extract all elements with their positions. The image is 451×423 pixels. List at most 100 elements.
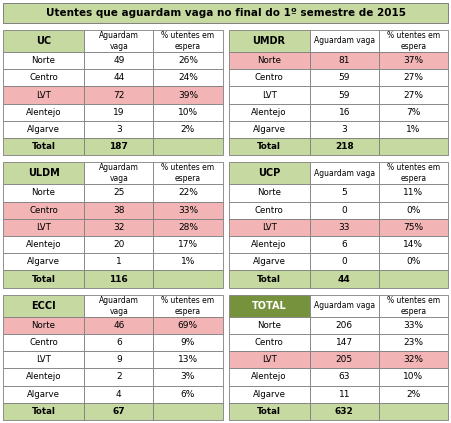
Bar <box>3 334 84 351</box>
Text: 6: 6 <box>116 338 122 347</box>
Text: % utentes em
espera: % utentes em espera <box>161 31 215 51</box>
Text: 17%: 17% <box>178 240 198 249</box>
Text: 2%: 2% <box>406 390 420 398</box>
Bar <box>310 334 379 351</box>
Text: 59: 59 <box>339 73 350 82</box>
Text: 22%: 22% <box>178 188 198 198</box>
Bar <box>379 138 448 155</box>
Text: 1: 1 <box>116 257 122 266</box>
Text: LVT: LVT <box>262 355 276 364</box>
Bar <box>310 270 379 288</box>
Bar <box>310 121 379 138</box>
Text: TOTAL: TOTAL <box>252 301 286 310</box>
Bar <box>379 385 448 403</box>
Bar <box>379 104 448 121</box>
Text: 39%: 39% <box>178 91 198 99</box>
Bar <box>379 52 448 69</box>
Bar <box>3 69 84 86</box>
Bar <box>84 253 153 270</box>
Bar <box>84 368 153 385</box>
Text: 2: 2 <box>116 372 122 382</box>
Bar <box>229 86 310 104</box>
Text: Norte: Norte <box>32 56 55 65</box>
Bar <box>229 368 310 385</box>
Bar <box>153 270 222 288</box>
Text: LVT: LVT <box>262 91 276 99</box>
Text: Algarve: Algarve <box>27 390 60 398</box>
Bar <box>3 270 84 288</box>
Bar <box>3 121 84 138</box>
Text: 206: 206 <box>336 321 353 330</box>
Text: 44: 44 <box>113 73 124 82</box>
Bar <box>3 219 84 236</box>
Text: Total: Total <box>32 275 55 283</box>
Text: Norte: Norte <box>257 321 281 330</box>
Text: Alentejo: Alentejo <box>26 372 61 382</box>
Text: 33%: 33% <box>403 321 423 330</box>
Bar <box>153 201 222 219</box>
Text: 1%: 1% <box>181 257 195 266</box>
Bar <box>3 236 84 253</box>
Bar <box>310 219 379 236</box>
Text: Total: Total <box>257 275 281 283</box>
Text: 69%: 69% <box>178 321 198 330</box>
Text: 33%: 33% <box>178 206 198 214</box>
Text: 9%: 9% <box>181 338 195 347</box>
Text: Algarve: Algarve <box>27 125 60 134</box>
Bar <box>310 295 379 316</box>
Text: 0: 0 <box>341 206 347 214</box>
Bar <box>84 270 153 288</box>
Bar <box>310 104 379 121</box>
Bar <box>3 162 84 184</box>
Text: 26%: 26% <box>178 56 198 65</box>
Text: LVT: LVT <box>262 223 276 232</box>
Text: 2%: 2% <box>181 125 195 134</box>
Text: 32%: 32% <box>404 355 423 364</box>
Text: 0%: 0% <box>406 257 421 266</box>
Text: Alentejo: Alentejo <box>26 240 61 249</box>
Bar <box>379 253 448 270</box>
Bar <box>229 351 310 368</box>
Text: 75%: 75% <box>403 223 423 232</box>
Text: Centro: Centro <box>255 338 284 347</box>
Bar <box>229 121 310 138</box>
Text: 32: 32 <box>113 223 124 232</box>
Bar <box>379 121 448 138</box>
Text: 3: 3 <box>341 125 347 134</box>
Bar <box>153 253 222 270</box>
Bar <box>153 334 222 351</box>
Text: 16: 16 <box>339 108 350 117</box>
Text: 72: 72 <box>113 91 124 99</box>
Bar <box>84 30 153 52</box>
Text: Utentes que aguardam vaga no final do 1º semestre de 2015: Utentes que aguardam vaga no final do 1º… <box>46 8 405 18</box>
Bar <box>379 316 448 334</box>
Text: LVT: LVT <box>36 91 51 99</box>
Text: 0%: 0% <box>406 206 421 214</box>
Text: 11%: 11% <box>403 188 423 198</box>
Text: 37%: 37% <box>403 56 423 65</box>
Text: Alentejo: Alentejo <box>26 108 61 117</box>
Text: 46: 46 <box>113 321 124 330</box>
Bar <box>310 86 379 104</box>
Text: 6: 6 <box>341 240 347 249</box>
Text: Norte: Norte <box>32 188 55 198</box>
Bar <box>3 403 84 420</box>
Bar <box>379 295 448 316</box>
Text: 1%: 1% <box>406 125 421 134</box>
Bar <box>153 69 222 86</box>
Bar <box>379 201 448 219</box>
Text: 20: 20 <box>113 240 124 249</box>
Bar <box>153 236 222 253</box>
Text: Norte: Norte <box>32 321 55 330</box>
Bar <box>310 368 379 385</box>
Bar <box>310 201 379 219</box>
Text: % utentes em
espera: % utentes em espera <box>161 163 215 183</box>
Text: 23%: 23% <box>404 338 423 347</box>
Bar <box>84 121 153 138</box>
Bar <box>153 86 222 104</box>
Bar <box>229 138 310 155</box>
Bar <box>153 30 222 52</box>
Bar <box>229 253 310 270</box>
Text: 0: 0 <box>341 257 347 266</box>
Text: Centro: Centro <box>29 206 58 214</box>
